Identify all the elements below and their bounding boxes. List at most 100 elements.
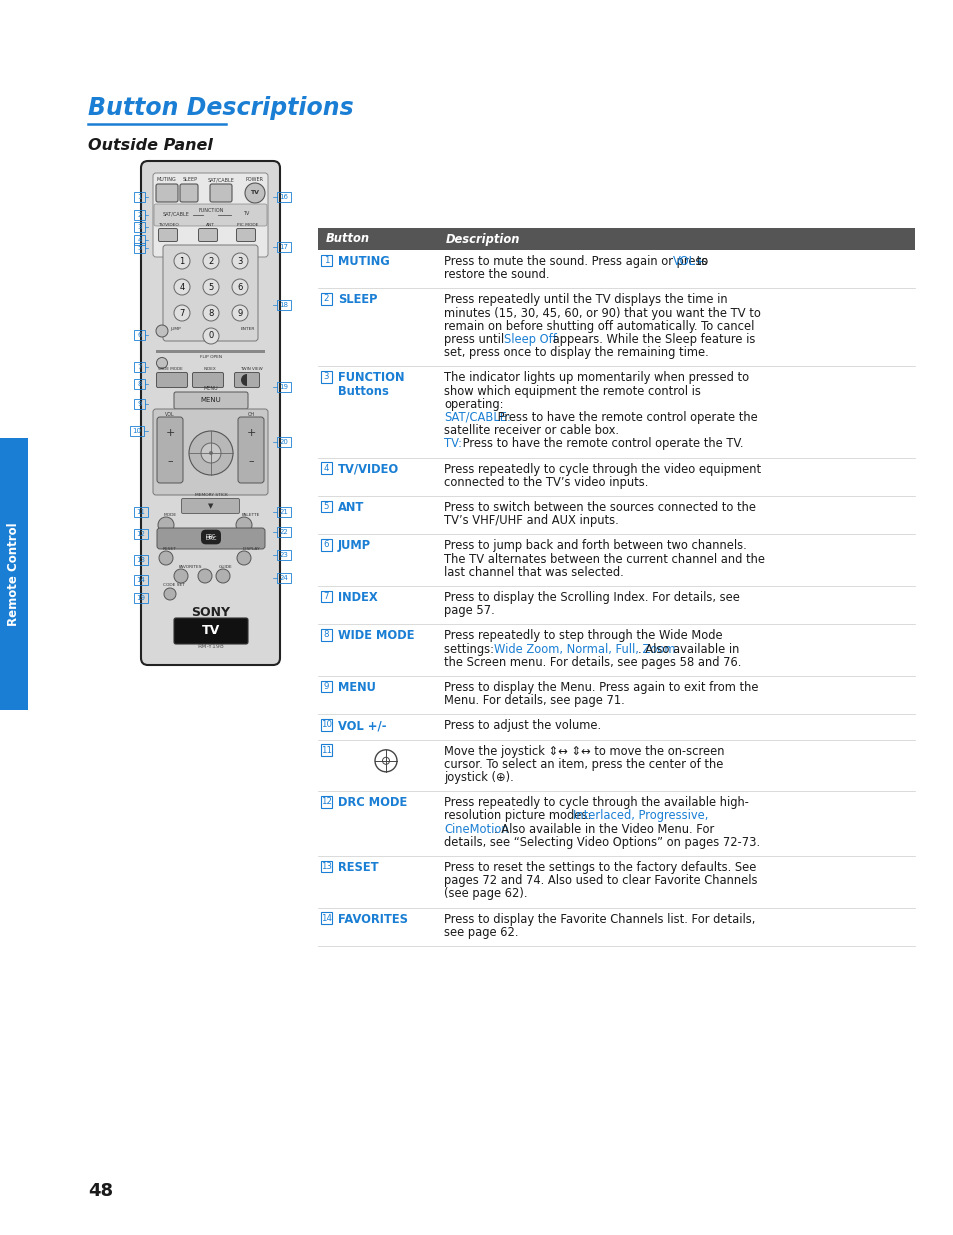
Circle shape [164,588,175,600]
Text: RESET: RESET [163,547,176,551]
Text: 1: 1 [323,256,329,266]
Text: 13: 13 [320,862,332,871]
FancyBboxPatch shape [157,529,265,550]
Text: TV: TV [202,625,220,637]
Text: WIDE MODE: WIDE MODE [157,367,182,370]
Text: appears. While the Sleep feature is: appears. While the Sleep feature is [548,333,754,346]
Text: DRC: DRC [206,535,216,540]
Text: Press to display the Scrolling Index. For details, see: Press to display the Scrolling Index. Fo… [443,592,740,604]
Circle shape [159,551,172,564]
Text: 11: 11 [136,509,146,515]
Circle shape [235,517,252,534]
Text: 12: 12 [136,531,145,537]
Circle shape [173,305,190,321]
FancyBboxPatch shape [158,228,177,242]
Text: TWIN VIEW: TWIN VIEW [239,367,262,370]
Circle shape [232,305,248,321]
Text: Press to switch between the sources connected to the: Press to switch between the sources conn… [443,501,755,514]
Text: POWER: POWER [246,177,264,182]
FancyBboxPatch shape [237,417,264,483]
Text: connected to the TV’s video inputs.: connected to the TV’s video inputs. [443,475,648,489]
Text: 20: 20 [279,438,288,445]
Text: 3: 3 [237,257,242,266]
Text: 18: 18 [279,303,288,308]
Text: 4: 4 [323,463,329,473]
FancyBboxPatch shape [163,245,257,341]
FancyBboxPatch shape [157,417,183,483]
Circle shape [173,569,188,583]
Text: 10: 10 [132,429,141,433]
Text: TV:: TV: [443,437,461,451]
Circle shape [245,183,265,203]
Text: CineMotion: CineMotion [443,823,508,836]
Circle shape [173,253,190,269]
Text: press until: press until [443,333,507,346]
Text: show which equipment the remote control is: show which equipment the remote control … [443,384,700,398]
Text: Press to have the remote control operate the TV.: Press to have the remote control operate… [458,437,742,451]
Text: Wide Zoom, Normal, Full, Zoom: Wide Zoom, Normal, Full, Zoom [494,642,675,656]
Text: 8: 8 [208,309,213,317]
Text: cursor. To select an item, press the center of the: cursor. To select an item, press the cen… [443,758,722,771]
Text: page 57.: page 57. [443,604,495,618]
Text: RM-Y198: RM-Y198 [197,643,224,648]
Text: MEMORY STICK: MEMORY STICK [194,493,227,496]
Text: 3: 3 [137,224,142,230]
Text: 23: 23 [279,552,288,558]
FancyBboxPatch shape [180,184,198,203]
FancyBboxPatch shape [234,373,259,388]
Text: 19: 19 [279,384,288,390]
Text: ANT: ANT [337,501,364,514]
Text: 7: 7 [179,309,185,317]
Text: 9: 9 [237,309,242,317]
Text: TV: TV [251,190,259,195]
Text: . Also available in: . Also available in [638,642,739,656]
Circle shape [209,451,213,454]
Text: 6: 6 [137,332,142,338]
Circle shape [201,443,221,463]
Text: PIC MODE: PIC MODE [237,224,258,227]
Text: Buttons: Buttons [337,384,389,398]
Text: pages 72 and 74. Also used to clear Favorite Channels: pages 72 and 74. Also used to clear Favo… [443,874,757,887]
Circle shape [232,279,248,295]
Text: 1: 1 [179,257,185,266]
Text: 16: 16 [279,194,288,200]
Text: Press repeatedly until the TV displays the time in: Press repeatedly until the TV displays t… [443,294,727,306]
Text: joystick (⊕).: joystick (⊕). [443,771,514,784]
FancyBboxPatch shape [156,184,178,203]
Text: Press to have the remote control operate the: Press to have the remote control operate… [494,411,757,424]
Text: Press repeatedly to cycle through the video equipment: Press repeatedly to cycle through the vi… [443,463,760,475]
Text: (see page 62).: (see page 62). [443,888,527,900]
Text: MENU: MENU [337,680,375,694]
Circle shape [156,357,168,368]
Text: +: + [246,429,255,438]
Text: details, see “Selecting Video Options” on pages 72-73.: details, see “Selecting Video Options” o… [443,836,760,848]
Text: Press to adjust the volume.: Press to adjust the volume. [443,720,600,732]
Circle shape [198,569,212,583]
Text: JUMP: JUMP [171,327,181,331]
FancyBboxPatch shape [173,391,248,409]
Text: Press to display the Menu. Press again to exit from the: Press to display the Menu. Press again t… [443,680,758,694]
Text: 11: 11 [320,746,332,755]
Circle shape [215,569,230,583]
Circle shape [189,431,233,475]
Text: 21: 21 [279,509,288,515]
Text: SLEEP: SLEEP [337,294,377,306]
Text: Menu. For details, see page 71.: Menu. For details, see page 71. [443,694,624,708]
Text: DRC MODE: DRC MODE [337,797,407,809]
FancyBboxPatch shape [152,173,268,257]
Text: 7: 7 [137,364,142,370]
Text: Press to jump back and forth between two channels.: Press to jump back and forth between two… [443,540,746,552]
Text: Press to display the Favorite Channels list. For details,: Press to display the Favorite Channels l… [443,913,755,925]
Text: 5: 5 [137,245,142,251]
Text: The TV alternates between the current channel and the: The TV alternates between the current ch… [443,552,764,566]
Circle shape [232,253,248,269]
Text: FAVORITES: FAVORITES [337,913,408,925]
Text: Description: Description [446,232,520,246]
Text: 14: 14 [136,577,145,583]
Text: 5: 5 [323,501,329,511]
Text: WIDE MODE: WIDE MODE [337,630,414,642]
Text: minutes (15, 30, 45, 60, or 90) that you want the TV to: minutes (15, 30, 45, 60, or 90) that you… [443,306,760,320]
Text: set, press once to display the remaining time.: set, press once to display the remaining… [443,346,708,359]
FancyBboxPatch shape [317,228,914,249]
Text: Press to reset the settings to the factory defaults. See: Press to reset the settings to the facto… [443,861,756,874]
